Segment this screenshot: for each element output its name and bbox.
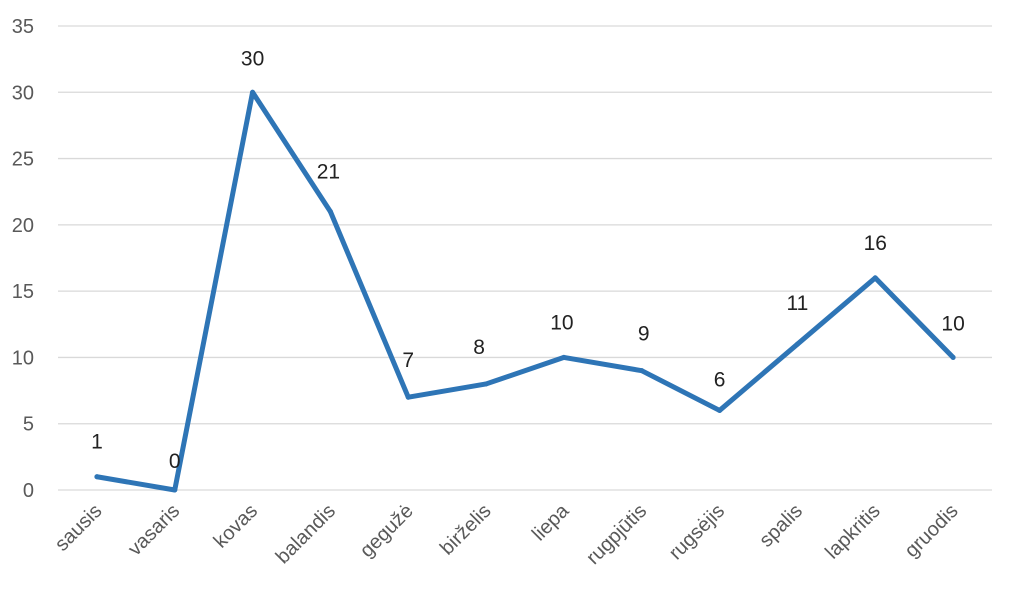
data-label: 8 [473, 336, 485, 359]
data-point [94, 474, 100, 480]
data-label: 10 [941, 312, 964, 335]
data-point [794, 341, 800, 347]
data-point [405, 394, 411, 400]
data-point [872, 275, 878, 281]
data-point [250, 89, 256, 95]
data-label: 1 [91, 431, 103, 454]
x-tick-label: vasaris [124, 500, 184, 560]
x-axis-tick-labels: sausis vasaris kovas balandis gegužė birželis… [51, 499, 963, 569]
x-tick-label: spalis [755, 500, 807, 552]
data-label: 11 [787, 292, 809, 315]
data-label: 16 [864, 232, 887, 255]
series-layer [94, 89, 956, 493]
y-tick-label: 20 [12, 215, 34, 237]
data-point [327, 209, 333, 215]
x-tick-label: sausis [51, 500, 107, 556]
y-tick-label: 5 [23, 414, 34, 436]
y-tick-label: 35 [12, 16, 34, 38]
x-tick-label: lapkritis [821, 500, 884, 563]
y-tick-label: 25 [12, 149, 34, 171]
data-label: 7 [402, 349, 414, 372]
data-label: 21 [317, 161, 340, 184]
x-tick-label: rugsėjis [665, 500, 729, 564]
y-tick-label: 0 [23, 480, 34, 502]
data-label: 6 [714, 368, 726, 391]
x-tick-label: gegužė [356, 500, 418, 562]
x-tick-label: kovas [210, 500, 263, 553]
y-tick-label: 30 [12, 82, 34, 104]
y-tick-label: 10 [12, 347, 34, 369]
data-point [717, 407, 723, 413]
x-tick-label: birželis [436, 500, 496, 560]
x-tick-label: liepa [528, 499, 574, 545]
data-label: 0 [169, 450, 181, 473]
data-point [172, 487, 178, 493]
x-tick-label: balandis [272, 500, 340, 568]
x-tick-label: gruodis [901, 500, 963, 562]
x-tick-label: rugpjūtis [582, 500, 651, 569]
data-label: 9 [638, 323, 650, 346]
y-tick-label: 15 [12, 281, 34, 303]
series-line [94, 89, 956, 493]
y-axis-tick-labels: 0 5 10 15 20 25 30 35 [12, 16, 34, 502]
data-point [639, 368, 645, 374]
data-label: 30 [241, 47, 264, 70]
gridlines [58, 25, 992, 491]
data-label: 10 [550, 311, 573, 334]
data-point [561, 354, 567, 360]
data-point [950, 354, 956, 360]
data-point [483, 381, 489, 387]
